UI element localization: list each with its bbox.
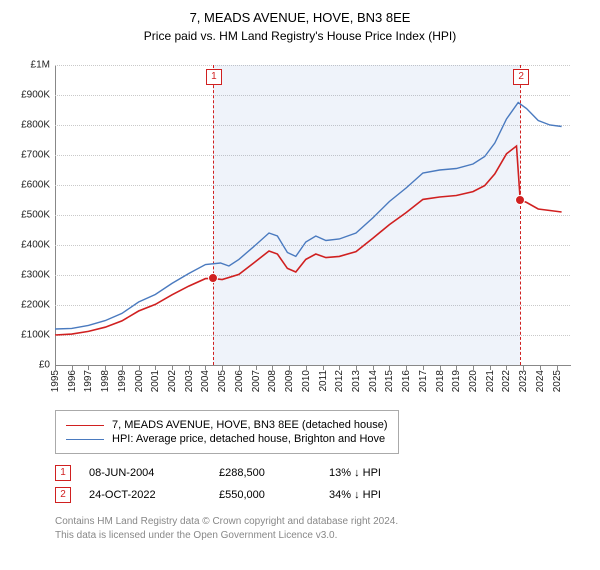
x-axis-label: 1996 [67,370,78,392]
x-axis-label: 2002 [167,370,178,392]
sale-row: 1 08-JUN-2004£288,50013% ↓ HPI [55,462,449,484]
sale-price: £550,000 [219,489,329,501]
x-axis-label: 2007 [251,370,262,392]
x-axis-label: 2016 [401,370,412,392]
legend-swatch [66,439,104,440]
x-axis-label: 2017 [418,370,429,392]
x-axis-label: 2005 [217,370,228,392]
x-axis-label: 2012 [334,370,345,392]
sale-marker-1: 1 [206,69,222,85]
legend-label: 7, MEADS AVENUE, HOVE, BN3 8EE (detached… [112,419,388,431]
x-axis-label: 2008 [267,370,278,392]
y-axis-label: £700K [21,150,50,161]
x-axis-label: 2023 [518,370,529,392]
sale-marker-2: 2 [513,69,529,85]
chart-subtitle: Price paid vs. HM Land Registry's House … [0,29,600,43]
y-axis-label: £500K [21,210,50,221]
legend-label: HPI: Average price, detached house, Brig… [112,433,385,445]
x-axis-label: 2010 [301,370,312,392]
sale-row: 2 24-OCT-2022£550,00034% ↓ HPI [55,484,449,506]
sale-row-marker: 2 [55,487,71,503]
legend-swatch [66,425,104,426]
sale-vs-hpi: 34% ↓ HPI [329,489,449,501]
y-axis-label: £200K [21,300,50,311]
x-axis-label: 2019 [451,370,462,392]
x-axis-label: 1997 [83,370,94,392]
attribution-line-2: This data is licensed under the Open Gov… [55,529,398,543]
series-lines [55,65,570,365]
legend: 7, MEADS AVENUE, HOVE, BN3 8EE (detached… [55,410,399,454]
x-axis-label: 2009 [284,370,295,392]
attribution: Contains HM Land Registry data © Crown c… [55,515,398,542]
x-axis-label: 2022 [501,370,512,392]
sale-point [515,195,525,205]
x-axis-label: 2011 [318,370,329,392]
series-hpi [55,103,562,330]
plot-area: £0£100K£200K£300K£400K£500K£600K£700K£80… [55,65,570,365]
y-axis-label: £1M [31,60,50,71]
sale-price: £288,500 [219,467,329,479]
legend-row: HPI: Average price, detached house, Brig… [66,433,388,445]
x-axis-label: 1995 [50,370,61,392]
attribution-line-1: Contains HM Land Registry data © Crown c… [55,515,398,529]
x-axis-label: 2013 [351,370,362,392]
x-axis-label: 2006 [234,370,245,392]
x-axis-label: 2018 [435,370,446,392]
y-axis-label: £400K [21,240,50,251]
x-axis-label: 2014 [368,370,379,392]
chart-title: 7, MEADS AVENUE, HOVE, BN3 8EE [0,10,600,25]
x-axis-label: 2025 [552,370,563,392]
x-axis-label: 2000 [134,370,145,392]
chart-container: 7, MEADS AVENUE, HOVE, BN3 8EE Price pai… [0,10,600,570]
x-axis-label: 1999 [117,370,128,392]
x-axis-label: 2021 [485,370,496,392]
y-axis-label: £800K [21,120,50,131]
y-axis-label: £100K [21,330,50,341]
y-axis-label: £0 [39,360,50,371]
x-axis-label: 2020 [468,370,479,392]
x-axis-label: 2003 [184,370,195,392]
y-axis-label: £900K [21,90,50,101]
sale-point [208,273,218,283]
y-axis-label: £300K [21,270,50,281]
sale-date: 08-JUN-2004 [89,467,219,479]
y-axis-label: £600K [21,180,50,191]
sale-date: 24-OCT-2022 [89,489,219,501]
sales-table: 1 08-JUN-2004£288,50013% ↓ HPI 2 24-OCT-202… [55,462,449,506]
x-axis-label: 2001 [150,370,161,392]
x-axis-label: 2015 [384,370,395,392]
x-axis-label: 2004 [200,370,211,392]
legend-row: 7, MEADS AVENUE, HOVE, BN3 8EE (detached… [66,419,388,431]
x-axis-label: 1998 [100,370,111,392]
sale-vs-hpi: 13% ↓ HPI [329,467,449,479]
sale-row-marker: 1 [55,465,71,481]
x-axis-label: 2024 [535,370,546,392]
